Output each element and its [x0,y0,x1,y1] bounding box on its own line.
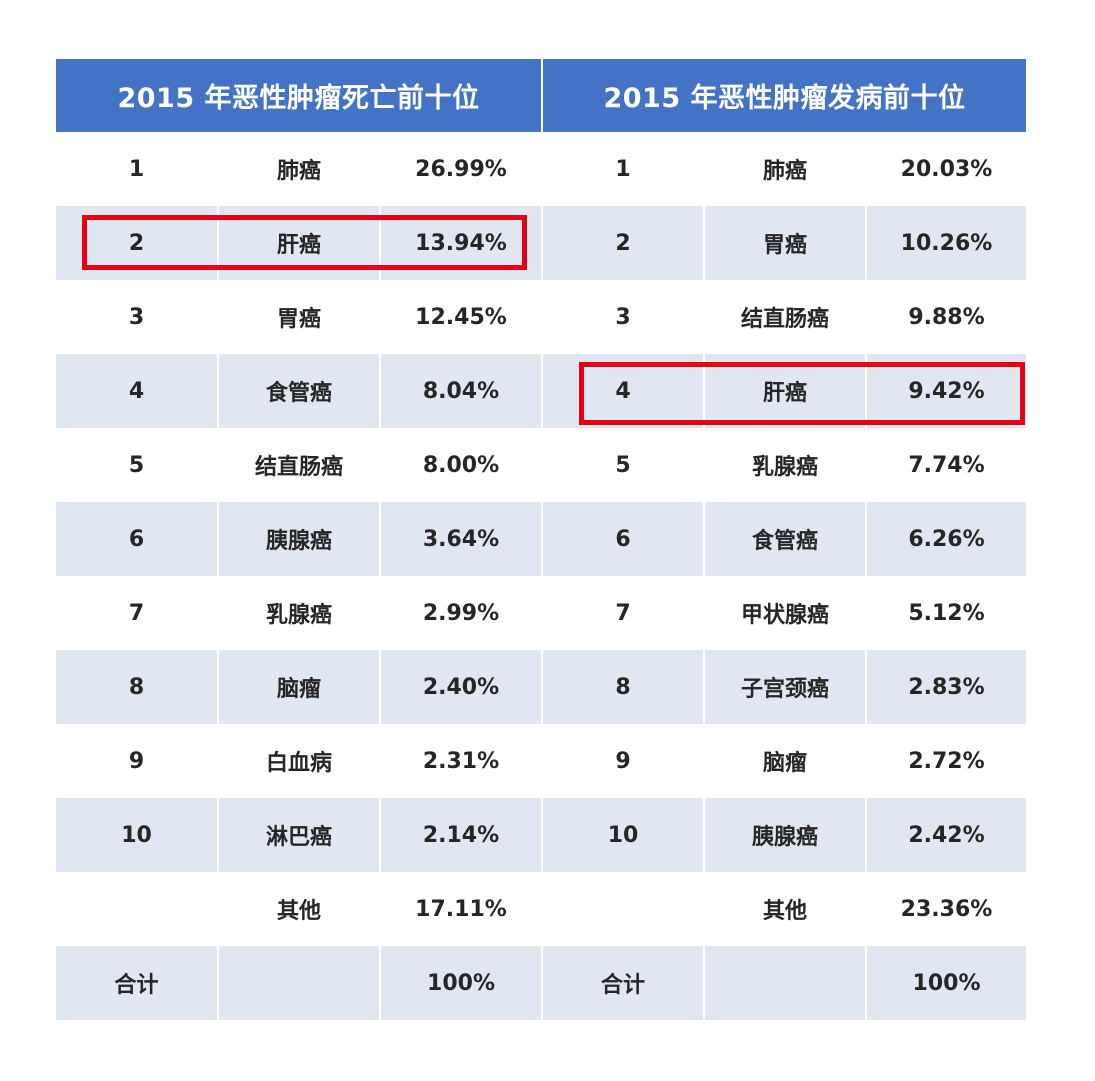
table-row: 7 乳腺癌 2.99% 7 甲状腺癌 5.12% [56,576,1026,650]
incidence-name-cell: 胰腺癌 [704,798,867,872]
table-row: 2 肝癌 13.94% 2 胃癌 10.26% [56,206,1026,280]
incidence-name-cell: 乳腺癌 [704,428,867,502]
table-row: 1 肺癌 26.99% 1 肺癌 20.03% [56,132,1026,206]
incidence-name-cell: 肝癌 [704,354,867,428]
death-value-cell: 17.11% [380,872,543,946]
death-value-cell: 13.94% [380,206,543,280]
death-value-cell: 8.04% [380,354,543,428]
incidence-rank-cell: 合计 [542,946,705,1020]
death-name-cell: 肺癌 [218,132,381,206]
table-row: 3 胃癌 12.45% 3 结直肠癌 9.88% [56,280,1026,354]
incidence-rank-cell: 10 [542,798,705,872]
death-value-cell: 2.99% [380,576,543,650]
incidence-value-cell: 2.83% [866,650,1026,724]
incidence-rank-cell: 1 [542,132,705,206]
incidence-rank-cell [542,872,705,946]
table-row: 10 淋巴癌 2.14% 10 胰腺癌 2.42% [56,798,1026,872]
death-ranking-title: 2015 年恶性肿瘤死亡前十位 [56,59,543,132]
incidence-rank-cell: 6 [542,502,705,576]
death-rank-cell: 4 [56,354,219,428]
death-rank-cell: 9 [56,724,219,798]
table-row: 9 白血病 2.31% 9 脑瘤 2.72% [56,724,1026,798]
death-rank-cell: 7 [56,576,219,650]
incidence-rank-cell: 4 [542,354,705,428]
death-rank-cell: 2 [56,206,219,280]
table-body: 1 肺癌 26.99% 1 肺癌 20.03% 2 肝癌 13.94% 2 胃癌 10.26% 3 胃癌 1… [56,132,1026,1020]
table-row: 8 脑瘤 2.40% 8 子宫颈癌 2.83% [56,650,1026,724]
death-rank-cell: 10 [56,798,219,872]
incidence-name-cell: 结直肠癌 [704,280,867,354]
incidence-name-cell: 脑瘤 [704,724,867,798]
death-name-cell: 淋巴癌 [218,798,381,872]
incidence-rank-cell: 3 [542,280,705,354]
death-rank-cell: 5 [56,428,219,502]
death-rank-cell: 8 [56,650,219,724]
table-row: 5 结直肠癌 8.00% 5 乳腺癌 7.74% [56,428,1026,502]
table-header-row: 2015 年恶性肿瘤死亡前十位 2015 年恶性肿瘤发病前十位 [56,59,1026,132]
incidence-name-cell: 子宫颈癌 [704,650,867,724]
death-name-cell: 食管癌 [218,354,381,428]
incidence-value-cell: 9.42% [866,354,1026,428]
incidence-rank-cell: 9 [542,724,705,798]
death-value-cell: 2.40% [380,650,543,724]
incidence-value-cell: 23.36% [866,872,1026,946]
incidence-value-cell: 5.12% [866,576,1026,650]
death-name-cell: 乳腺癌 [218,576,381,650]
death-rank-cell [56,872,219,946]
incidence-name-cell: 甲状腺癌 [704,576,867,650]
incidence-value-cell: 2.72% [866,724,1026,798]
incidence-name-cell: 胃癌 [704,206,867,280]
table-row: 6 胰腺癌 3.64% 6 食管癌 6.26% [56,502,1026,576]
death-rank-cell: 3 [56,280,219,354]
incidence-name-cell: 肺癌 [704,132,867,206]
incidence-value-cell: 100% [866,946,1026,1020]
incidence-rank-cell: 8 [542,650,705,724]
death-name-cell: 肝癌 [218,206,381,280]
death-name-cell: 结直肠癌 [218,428,381,502]
table-row: 其他 17.11% 其他 23.36% [56,872,1026,946]
incidence-rank-cell: 7 [542,576,705,650]
death-name-cell [218,946,381,1020]
death-value-cell: 100% [380,946,543,1020]
death-name-cell: 其他 [218,872,381,946]
death-name-cell: 白血病 [218,724,381,798]
incidence-name-cell: 其他 [704,872,867,946]
incidence-value-cell: 20.03% [866,132,1026,206]
death-name-cell: 胰腺癌 [218,502,381,576]
incidence-ranking-title: 2015 年恶性肿瘤发病前十位 [542,59,1026,132]
death-name-cell: 胃癌 [218,280,381,354]
incidence-rank-cell: 5 [542,428,705,502]
death-value-cell: 3.64% [380,502,543,576]
incidence-rank-cell: 2 [542,206,705,280]
death-rank-cell: 合计 [56,946,219,1020]
table-row: 4 食管癌 8.04% 4 肝癌 9.42% [56,354,1026,428]
death-value-cell: 26.99% [380,132,543,206]
incidence-name-cell: 食管癌 [704,502,867,576]
death-value-cell: 2.31% [380,724,543,798]
incidence-value-cell: 6.26% [866,502,1026,576]
death-value-cell: 12.45% [380,280,543,354]
death-name-cell: 脑瘤 [218,650,381,724]
incidence-name-cell [704,946,867,1020]
cancer-ranking-table: 2015 年恶性肿瘤死亡前十位 2015 年恶性肿瘤发病前十位 1 肺癌 26.99… [56,59,1026,1020]
incidence-value-cell: 7.74% [866,428,1026,502]
table-row: 合计 100% 合计 100% [56,946,1026,1020]
death-rank-cell: 6 [56,502,219,576]
incidence-value-cell: 2.42% [866,798,1026,872]
incidence-value-cell: 9.88% [866,280,1026,354]
incidence-value-cell: 10.26% [866,206,1026,280]
death-rank-cell: 1 [56,132,219,206]
death-value-cell: 2.14% [380,798,543,872]
death-value-cell: 8.00% [380,428,543,502]
